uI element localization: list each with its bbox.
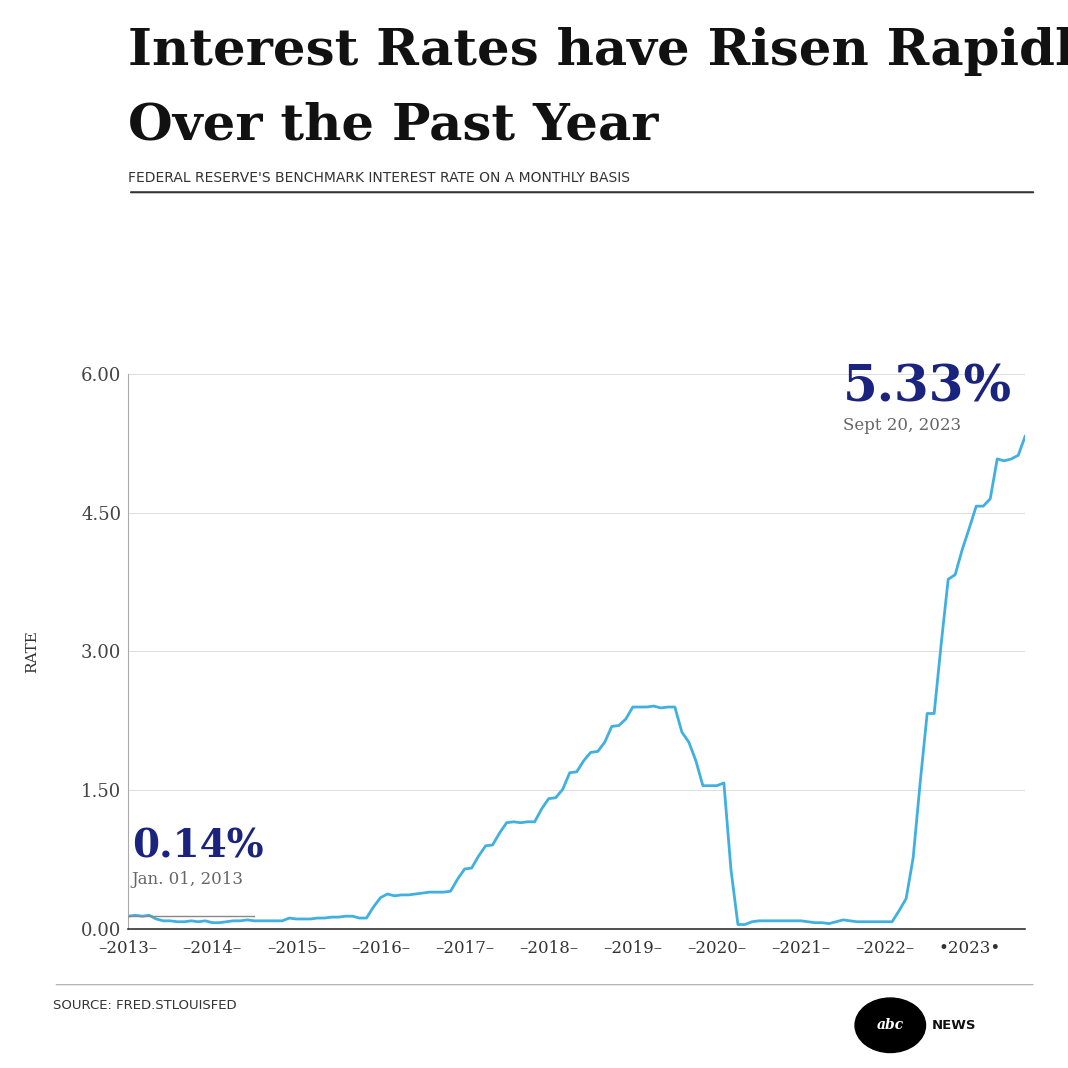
Text: abc: abc [877, 1018, 904, 1033]
Text: SOURCE: FRED.STLOUISFED: SOURCE: FRED.STLOUISFED [53, 999, 237, 1011]
Text: Interest Rates have Risen Rapidly: Interest Rates have Risen Rapidly [128, 27, 1068, 76]
Text: NEWS: NEWS [931, 1019, 976, 1032]
Text: FEDERAL RESERVE'S BENCHMARK INTEREST RATE ON A MONTHLY BASIS: FEDERAL RESERVE'S BENCHMARK INTEREST RAT… [128, 171, 630, 185]
Text: Over the Past Year: Over the Past Year [128, 101, 659, 151]
Text: 0.14%: 0.14% [131, 828, 264, 865]
Text: RATE: RATE [25, 630, 40, 673]
Text: Jan. 01, 2013: Jan. 01, 2013 [131, 871, 244, 889]
Ellipse shape [855, 998, 926, 1053]
Text: Sept 20, 2023: Sept 20, 2023 [843, 417, 961, 434]
Text: 5.33%: 5.33% [843, 364, 1012, 412]
